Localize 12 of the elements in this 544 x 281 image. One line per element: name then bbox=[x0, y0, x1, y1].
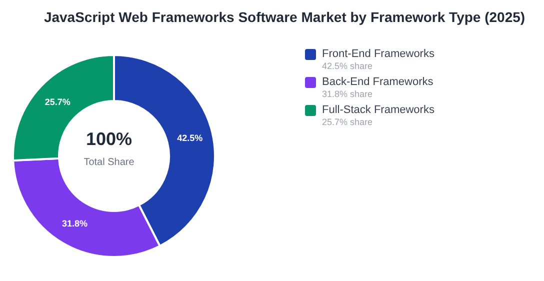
data-label: 25.7% bbox=[44, 97, 70, 108]
data-label: 42.5% bbox=[177, 132, 203, 143]
legend-label: Back-End Frameworks bbox=[322, 75, 434, 89]
text: 31.8% share bbox=[322, 89, 374, 100]
legend-label: Front-End Frameworks bbox=[322, 47, 434, 61]
text: 25.7% share bbox=[322, 117, 374, 128]
text: Total Share bbox=[84, 157, 135, 168]
text: 100% bbox=[86, 129, 132, 149]
chart-title: JavaScript Web Frameworks Software Market by Framework Type (2025) bbox=[42, 9, 526, 25]
data-label: 31.8% bbox=[62, 218, 88, 228]
legend-label: Full-Stack Frameworks bbox=[322, 103, 434, 117]
text: 42.5% share bbox=[322, 61, 374, 72]
